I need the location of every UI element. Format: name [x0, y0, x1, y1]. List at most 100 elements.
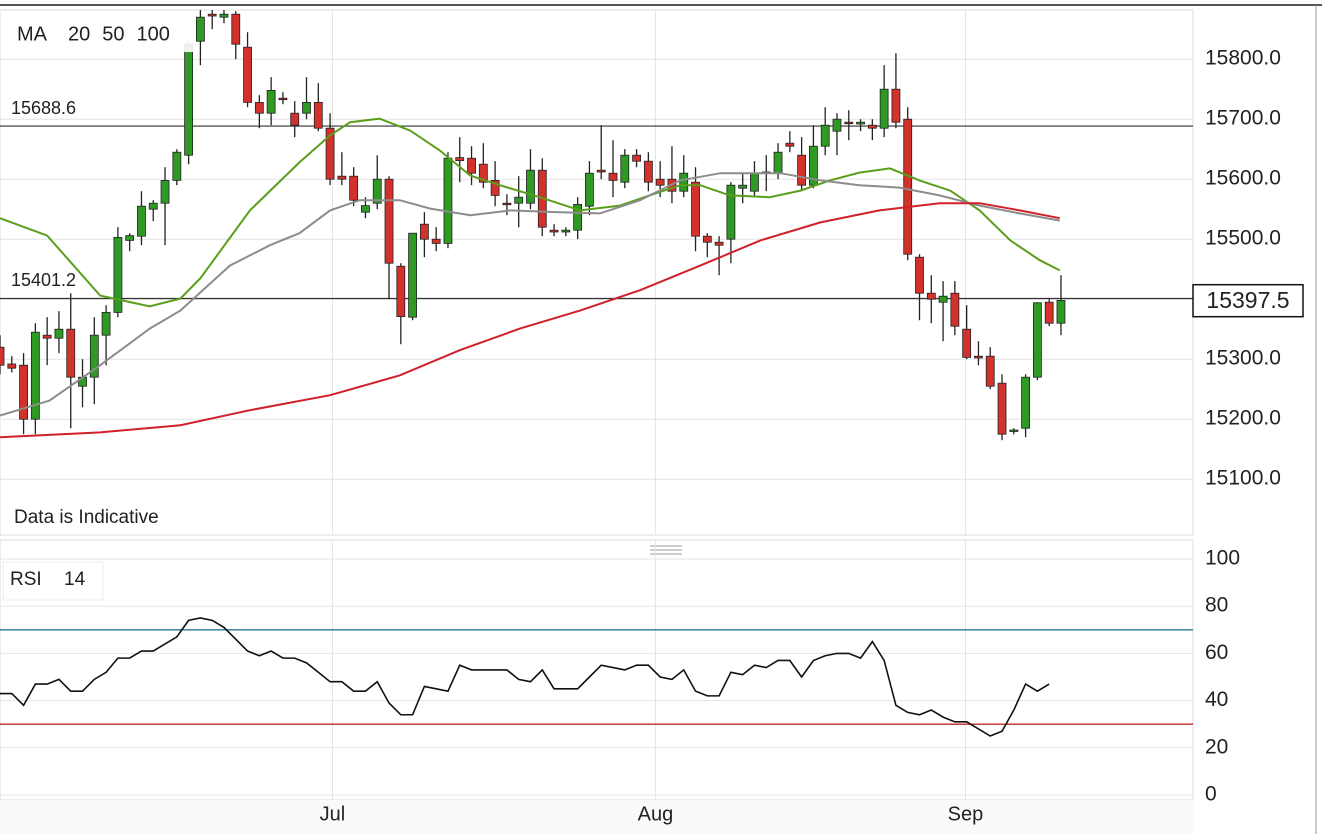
candle-body: [54, 328, 64, 339]
candle-body: [950, 292, 960, 327]
rsi-period: 14: [64, 569, 86, 590]
legend-title: MA: [17, 23, 48, 45]
candle-body: [266, 90, 276, 114]
candle-body: [419, 223, 429, 240]
candle-body: [19, 364, 28, 420]
candle-body: [408, 232, 417, 318]
x-tick-label: Jul: [320, 803, 346, 825]
candle-body: [0, 346, 5, 366]
candle-body: [196, 16, 205, 42]
candle-body: [856, 121, 865, 125]
candle-body: [337, 175, 347, 180]
rsi-plot: [0, 540, 1193, 800]
candle-body: [361, 205, 370, 213]
y-tick-label: 15500.0: [1205, 227, 1281, 250]
legend-box: [5, 18, 195, 52]
candle-body: [231, 13, 241, 45]
x-tick-label: Aug: [638, 803, 674, 825]
y-tick-label: 20: [1205, 735, 1228, 758]
price-plot: [0, 10, 1193, 535]
candle-body: [702, 235, 712, 243]
candle-body: [467, 157, 476, 174]
candle-body: [313, 102, 323, 129]
candle-body: [620, 154, 630, 183]
candle-body: [443, 157, 453, 244]
candle-body: [750, 172, 759, 192]
candle-body: [514, 196, 524, 204]
y-tick-label: 15700.0: [1205, 107, 1281, 130]
candle-body: [502, 202, 512, 206]
candle-body: [7, 363, 17, 369]
candle-body: [455, 157, 465, 162]
candle-body: [679, 172, 689, 192]
candle-body: [396, 265, 406, 318]
y-tick-label: 15600.0: [1205, 167, 1281, 190]
candle-body: [160, 179, 170, 204]
y-tick-label: 40: [1205, 688, 1228, 711]
candle-body: [903, 118, 913, 255]
candle-body: [172, 151, 182, 181]
x-axis-band: [0, 800, 1193, 834]
candle-body: [490, 179, 500, 196]
candle-body: [1056, 299, 1066, 324]
candle-body: [137, 205, 146, 237]
legend-entry: 100: [137, 23, 170, 45]
moving-average-line: [0, 117, 1061, 308]
candle-body: [585, 172, 594, 207]
candle-body: [820, 124, 830, 147]
candle-body: [325, 127, 335, 180]
candle-body: [691, 181, 700, 237]
candle-body: [113, 236, 123, 313]
candle-body: [30, 331, 40, 420]
candle-body: [549, 229, 559, 233]
candle-body: [773, 151, 783, 174]
candle-body: [478, 163, 488, 183]
reference-label: 15688.6: [11, 98, 76, 118]
y-tick-label: 80: [1205, 594, 1228, 617]
candle-body: [738, 184, 748, 189]
candle-body: [655, 178, 665, 186]
y-tick-label: 15100.0: [1205, 467, 1281, 490]
legend-entry: 50: [102, 23, 124, 45]
candle-body: [42, 334, 52, 339]
candle-body: [278, 97, 288, 101]
candle-body: [1009, 429, 1019, 432]
candle-body: [384, 178, 394, 264]
candle-body: [926, 292, 936, 300]
candle-body: [785, 142, 795, 147]
candle-body: [1044, 301, 1054, 324]
rsi-title: RSI: [10, 569, 42, 590]
candle-body: [832, 118, 842, 132]
candle-body: [891, 88, 901, 123]
candle-body: [1032, 302, 1042, 378]
rsi-line: [0, 617, 1050, 737]
candle-body: [726, 184, 736, 240]
y-tick-label: 0: [1205, 783, 1217, 806]
reference-label: 15401.2: [11, 270, 76, 290]
candle-body: [879, 88, 889, 129]
candle-body: [254, 102, 264, 114]
candle-body: [643, 160, 653, 183]
candle-body: [962, 328, 972, 358]
last-price-box: [1192, 283, 1304, 318]
candle-body: [243, 46, 252, 103]
y-tick-label: 100: [1205, 547, 1240, 570]
candle-body: [526, 169, 535, 204]
last-price: 15397.5: [1206, 287, 1289, 313]
candle-body: [561, 229, 571, 233]
moving-average-line: [0, 172, 1060, 417]
rsi-label-box: [2, 561, 104, 601]
overlay: JulAugSep15100.015200.015300.015400.0155…: [2, 18, 1304, 825]
candle-body: [867, 124, 877, 129]
candle-body: [596, 169, 606, 173]
candle-body: [1021, 376, 1031, 429]
candle-body: [66, 328, 76, 378]
y-tick-label: 60: [1205, 641, 1228, 664]
candle-body: [938, 295, 948, 303]
x-tick-label: Sep: [948, 803, 984, 825]
moving-average-line: [0, 202, 1060, 439]
y-tick-label: 15800.0: [1205, 47, 1281, 70]
candle-body: [349, 175, 359, 201]
